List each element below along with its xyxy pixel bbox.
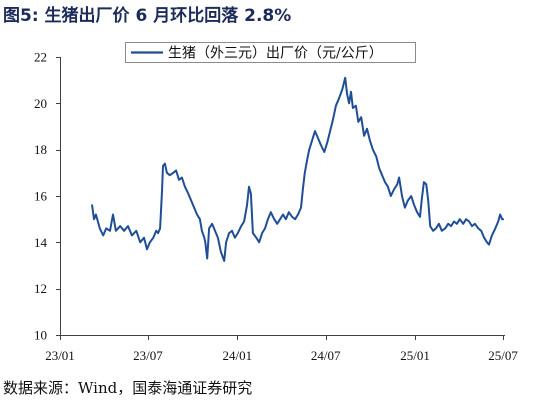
- y-tick-label-10: 10: [34, 328, 47, 343]
- series-line-hog-price: [91, 76, 505, 262]
- legend-box: [125, 42, 416, 63]
- x-tick-label-23-01: 23/01: [45, 348, 75, 363]
- x-tick-label-25-07: 25/07: [488, 348, 518, 363]
- legend-label: 生猪（外三元）出厂价（元/公斤）: [168, 46, 383, 62]
- y-tick-label-22: 22: [34, 50, 47, 65]
- chart-title: 图5: 生猪出厂价 6 月环比回落 2.8%: [3, 5, 291, 26]
- x-tick-label-24-01: 24/01: [222, 348, 252, 363]
- x-tick-label-23-07: 23/07: [133, 348, 163, 363]
- y-tick-label-18: 18: [34, 142, 47, 157]
- x-tick-label-24-07: 24/07: [311, 348, 341, 363]
- x-tick-label-25-01: 25/01: [400, 348, 430, 363]
- y-tick-label-16: 16: [34, 189, 48, 204]
- y-tick-label-12: 12: [34, 281, 47, 296]
- y-axis-ticks: 10 12 14 16 18 20 22: [34, 50, 61, 343]
- legend: 生猪（外三元）出厂价（元/公斤）: [125, 42, 416, 63]
- y-tick-label-14: 14: [34, 235, 48, 250]
- x-axis-ticks: 23/01 23/07 24/01 24/07 25/01 25/07: [45, 335, 518, 363]
- y-tick-label-20: 20: [34, 96, 47, 111]
- data-source-note: 数据来源：Wind，国泰海通证券研究: [3, 379, 252, 397]
